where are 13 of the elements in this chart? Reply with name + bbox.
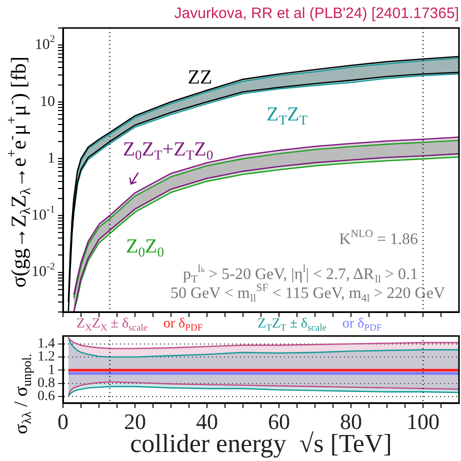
y-tick-label: 1 bbox=[48, 150, 55, 167]
y-tick-label: 1.4 bbox=[38, 336, 55, 352]
y-axis-title: σλλ / σunpol. bbox=[10, 354, 34, 434]
y-tick-label: 0.8 bbox=[38, 376, 55, 391]
x-tick-label: 0 bbox=[58, 408, 68, 434]
series-label: ZZ bbox=[188, 66, 212, 88]
chart-title: Javurkova, RR et al (PLB'24) [2401.17365] bbox=[174, 5, 459, 22]
x-tick-label: 100 bbox=[406, 408, 440, 434]
y-tick-label: 10 bbox=[40, 94, 55, 110]
y-tick-label: 1 bbox=[48, 362, 55, 378]
text: σ(gg→ZλZλ→e+e-μ+μ-) [fb] bbox=[4, 56, 34, 288]
y-tick-label: 1.2 bbox=[38, 350, 55, 365]
y-tick-label: 0.6 bbox=[38, 389, 55, 404]
